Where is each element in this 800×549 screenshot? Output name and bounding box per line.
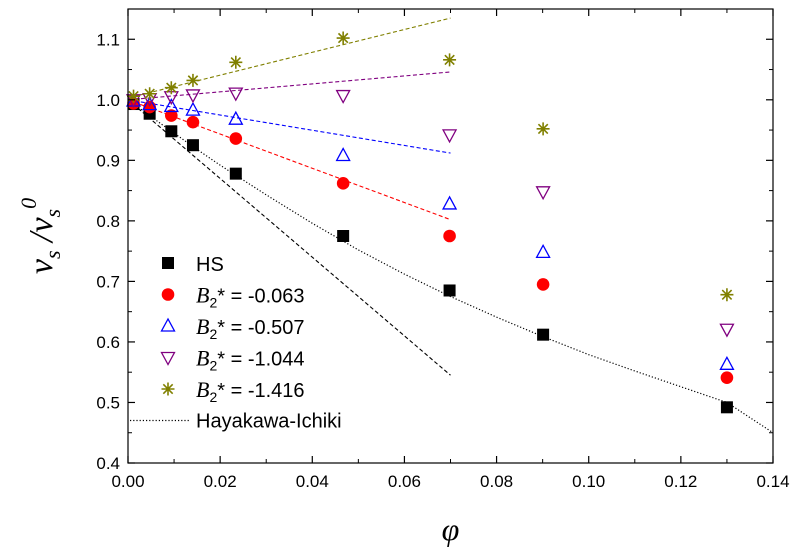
data-point: [336, 31, 350, 45]
fit-line: [127, 99, 451, 376]
data-point: [337, 230, 350, 242]
legend-label-part: 2: [209, 326, 217, 342]
fit-line: [127, 99, 451, 221]
y-axis-title: vs /vs0: [16, 198, 65, 274]
x-tick-label: 0.10: [572, 472, 605, 491]
data-point: [720, 288, 734, 302]
legend-marker: [162, 257, 174, 269]
data-point: [164, 81, 178, 95]
fit-lines: [127, 17, 451, 376]
legend-label-part: * = -0.507: [217, 317, 304, 339]
data-point: [441, 195, 458, 210]
legend-label: B2* = -1.416: [196, 377, 305, 405]
data-point: [229, 167, 242, 180]
legend-label: B2* = -1.044: [196, 346, 305, 374]
legend-label: B2* = -0.063: [196, 283, 305, 311]
x-axis-title: φ: [442, 511, 460, 547]
data-point: [443, 284, 456, 297]
data-point: [142, 96, 158, 111]
legend-label-hayakawa-ichiki: Hayakawa-Ichiki: [196, 411, 342, 433]
data-point: [720, 371, 734, 384]
data-point: [228, 110, 244, 125]
data-point: [228, 87, 244, 102]
data-point: [443, 229, 456, 243]
x-tick-label: 0.12: [664, 472, 697, 491]
legend-label-part: 2: [209, 295, 217, 311]
legend-label-part: B: [196, 283, 209, 308]
data-point: [186, 139, 199, 152]
data-point: [186, 115, 200, 129]
y-axis-title-part: s: [40, 250, 65, 259]
y-axis-title-text: vs /vs0: [16, 198, 65, 274]
data-point: [719, 355, 735, 370]
data-point: [185, 89, 201, 104]
data-point: [536, 278, 550, 291]
legend-label-part: B: [196, 377, 209, 402]
fit-line: [127, 71, 451, 101]
data-point: [335, 147, 351, 162]
x-tick-label: 0.14: [756, 472, 789, 491]
data-point: [536, 122, 550, 136]
fit-line: [127, 17, 451, 99]
data-point: [127, 89, 141, 103]
data-point: [336, 177, 350, 190]
data-point: [443, 53, 457, 67]
hayakawa-ichiki-curve: [127, 99, 774, 434]
y-axis-title-part: v: [23, 258, 60, 274]
legend-label-part: B: [196, 314, 209, 339]
x-tick-label: 0.06: [388, 472, 421, 491]
y-tick-label: 0.4: [96, 454, 120, 473]
data-point: [165, 109, 178, 122]
data-point: [143, 87, 157, 101]
legend-marker: [161, 382, 175, 396]
legend-label-part: * = -0.063: [217, 286, 304, 308]
data-point: [165, 125, 178, 138]
legend-label-part: 2: [209, 358, 217, 374]
legend-marker: [160, 351, 176, 366]
legend-label: B2* = -0.507: [196, 314, 305, 342]
data-point: [229, 55, 243, 69]
data-point: [335, 89, 351, 104]
legend-label-part: B: [196, 346, 209, 371]
data-point: [441, 129, 458, 144]
y-axis-title-part: /: [23, 229, 60, 251]
y-tick-label: 0.9: [96, 151, 120, 170]
data-point: [535, 243, 551, 258]
legend-label-part: 2: [209, 389, 217, 405]
x-tick-label: 0.04: [296, 472, 329, 491]
y-axis-title-part: s: [40, 209, 65, 218]
axis-ticks: 0.00 0.02 0.04 0.06 0.08 0.10 0.12 0.14 0.4 0.5 0.…: [96, 9, 790, 491]
y-tick-label: 0.6: [96, 333, 120, 352]
legend-label-part: * = -1.044: [217, 349, 304, 371]
y-axis-title-part: 0: [16, 198, 41, 209]
x-tick-label: 0.02: [204, 472, 237, 491]
x-tick-label: 0.00: [111, 472, 144, 491]
data-point: [720, 401, 733, 414]
legend-label-part: * = -1.416: [217, 380, 304, 402]
data-markers: [125, 31, 735, 414]
data-point: [186, 73, 200, 87]
y-tick-label: 0.7: [96, 272, 120, 291]
legend-marker: [161, 288, 175, 301]
data-point: [719, 323, 735, 338]
y-tick-label: 0.5: [96, 393, 120, 412]
data-point: [537, 328, 550, 341]
fit-line: [127, 99, 451, 154]
data-point: [185, 101, 201, 116]
hayakawa-ichiki-line: [127, 99, 774, 434]
legend-label: HS: [196, 254, 224, 276]
y-tick-label: 1.0: [96, 91, 120, 110]
data-point: [229, 132, 243, 145]
y-tick-label: 0.8: [96, 212, 120, 231]
y-tick-label: 1.1: [96, 30, 120, 49]
legend-marker: [160, 317, 176, 332]
y-axis-title-part: v: [23, 217, 60, 233]
data-point: [535, 186, 551, 201]
x-tick-label: 0.08: [480, 472, 513, 491]
data-point: [163, 98, 179, 113]
